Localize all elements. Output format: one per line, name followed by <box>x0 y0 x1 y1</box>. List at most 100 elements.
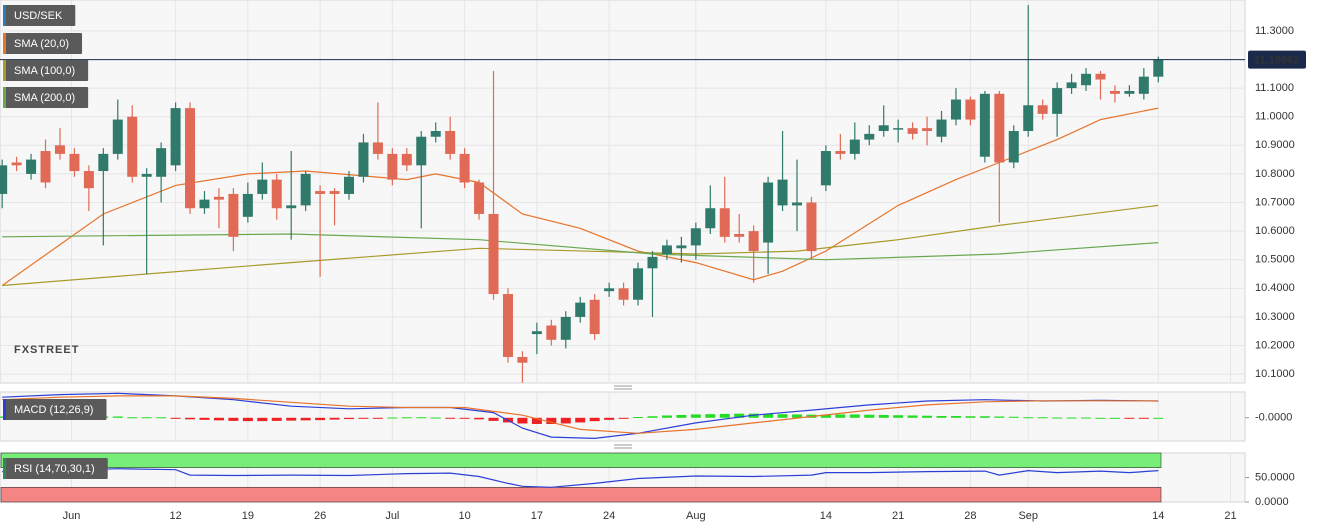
label-text: SMA (200,0) <box>14 92 75 104</box>
last-price-box <box>1248 50 1306 69</box>
series-line <box>2 468 1159 488</box>
candle-body <box>907 128 918 134</box>
label-stripe <box>3 399 6 420</box>
y-tick-label: 10.2000 <box>1255 339 1295 351</box>
histogram-bar <box>488 417 499 421</box>
candle-body <box>271 179 282 209</box>
y-tick-label: 10.6000 <box>1255 225 1295 237</box>
candle-body <box>228 193 239 237</box>
histogram-bar <box>936 415 947 418</box>
label-stripe <box>3 458 6 479</box>
candle-body <box>257 179 268 194</box>
histogram-bar <box>647 416 658 418</box>
histogram-bar <box>546 417 557 424</box>
x-tick-label: 21 <box>892 510 904 522</box>
candle-body <box>1153 59 1164 77</box>
label-bg <box>3 33 83 54</box>
histogram-bar <box>633 417 644 419</box>
candle-body <box>994 93 1005 163</box>
candle-body <box>1095 73 1106 80</box>
candle-body <box>893 128 904 130</box>
candle-body <box>1138 76 1149 94</box>
label-box: SMA (200,0) <box>3 87 89 108</box>
histogram-bar <box>445 417 456 419</box>
x-tick-label: 17 <box>531 510 543 522</box>
candle-body <box>676 245 687 249</box>
candle-body <box>1052 88 1063 114</box>
histogram-bar <box>416 417 427 419</box>
histogram-bar <box>199 417 210 420</box>
histogram-bar <box>979 416 990 418</box>
y-tick-label: 11.0000 <box>1255 111 1294 123</box>
series-line <box>2 395 1159 434</box>
candle-body <box>98 153 109 172</box>
candle-body <box>531 331 542 335</box>
candle-body <box>633 268 644 300</box>
y-tick-label: 10.4000 <box>1255 282 1295 294</box>
candle-body <box>777 179 788 206</box>
histogram-bar <box>430 417 441 419</box>
candle-body <box>690 228 701 246</box>
candle-body <box>705 208 716 229</box>
candle-body <box>213 196 224 200</box>
candle-body <box>329 191 340 194</box>
histogram-bar <box>228 417 239 421</box>
histogram-bar <box>1109 417 1120 419</box>
histogram-bar <box>1008 416 1019 418</box>
candle-body <box>734 233 745 237</box>
x-tick-label: 26 <box>314 510 326 522</box>
label-bg <box>3 399 107 420</box>
histogram-bar <box>690 414 701 418</box>
candle-body <box>1037 105 1048 114</box>
candle-body <box>647 256 658 269</box>
macd-panel <box>0 391 1246 442</box>
histogram-bar <box>127 417 138 419</box>
candle-body <box>575 302 586 317</box>
histogram-bar <box>878 414 889 418</box>
candle-body <box>661 245 672 254</box>
label-text: SMA (100,0) <box>14 65 75 77</box>
histogram-bar <box>387 417 398 419</box>
histogram-bar <box>1153 417 1164 419</box>
histogram-bar <box>864 414 875 418</box>
y-tick-label: 11.3000 <box>1255 25 1294 37</box>
candle-body <box>560 316 571 340</box>
last-price-label: 11.19962 <box>1254 55 1299 67</box>
histogram-bar <box>589 417 600 422</box>
x-tick-label: 12 <box>169 510 181 522</box>
candle-body <box>502 294 513 357</box>
histogram-bar <box>849 414 860 418</box>
histogram-bar <box>618 417 629 419</box>
histogram-bar <box>893 415 904 418</box>
histogram-bar <box>170 417 181 419</box>
candle-body <box>185 108 196 209</box>
histogram-bar <box>907 415 918 418</box>
series-line <box>1 107 1159 286</box>
histogram-bar <box>372 417 383 419</box>
candle-body <box>950 99 961 120</box>
histogram-bar <box>950 415 961 418</box>
candle-body <box>112 119 123 154</box>
candle-body <box>315 191 326 194</box>
histogram-bar <box>1066 417 1077 419</box>
candle-body <box>1008 131 1019 163</box>
candle-body <box>26 159 37 174</box>
x-tick-label: 21 <box>1224 510 1236 522</box>
histogram-bar <box>792 414 803 418</box>
histogram-bar <box>300 417 311 421</box>
candle-body <box>792 202 803 206</box>
label-bg <box>3 458 108 479</box>
candle-body <box>300 173 311 206</box>
candle-body <box>11 162 22 166</box>
x-tick-label: Jun <box>63 510 81 522</box>
x-tick-label: 28 <box>964 510 976 522</box>
candle-body <box>936 119 947 137</box>
x-tick-label: Aug <box>686 510 706 522</box>
histogram-bar <box>1081 417 1092 419</box>
candle-body <box>40 151 51 183</box>
histogram-bar <box>1037 417 1048 419</box>
panel-grips <box>614 385 632 449</box>
candle-body <box>806 202 817 252</box>
histogram-bar <box>705 414 716 418</box>
candle-body <box>83 171 94 189</box>
